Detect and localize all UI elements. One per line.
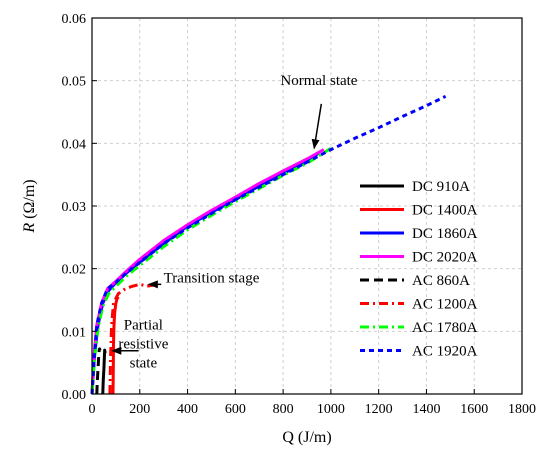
x-tick-label: 1600 — [460, 402, 488, 417]
y-tick-label: 0.01 — [62, 325, 87, 340]
series-line-ac-860a — [95, 347, 102, 395]
x-tick-label: 600 — [225, 402, 246, 417]
x-tick-label: 1800 — [508, 402, 536, 417]
y-tick-label: 0.03 — [62, 200, 87, 215]
annotation-arrow-normal — [311, 103, 323, 150]
annotations: Normal state Transition stage Partial resis… — [111, 73, 358, 371]
annotation-text-normal: Normal state — [280, 73, 357, 89]
x-tick-label: 800 — [273, 402, 294, 417]
series-line-dc-2020a — [90, 148, 325, 395]
annotation-text-partial: resistive — [118, 336, 168, 352]
series-line-ac-1920a — [90, 94, 447, 395]
x-tick-label: 200 — [129, 402, 150, 417]
x-axis-title: Q (J/m) — [282, 429, 331, 446]
legend: DC 910A DC 1400A DC 1860A DC 2020A AC 860A AC… — [360, 179, 478, 360]
y-axis-variable: R — [21, 223, 38, 234]
x-tick-label: 1000 — [317, 402, 345, 417]
y-axis-unit: (Ω/m) — [21, 179, 38, 222]
y-tick-label: 0.05 — [62, 75, 87, 90]
annotation-text-partial: state — [130, 355, 158, 371]
y-tick-label: 0.04 — [62, 137, 87, 152]
y-tick-label: 0.00 — [62, 388, 87, 403]
legend-label: DC 910A — [412, 179, 470, 195]
x-tick-label: 0 — [89, 402, 96, 417]
annotation-text-transition: Transition stage — [164, 270, 260, 286]
x-tick-label: 400 — [177, 402, 198, 417]
series-line-dc-910a — [101, 348, 107, 395]
legend-label: DC 1860A — [412, 226, 478, 242]
grid — [92, 18, 522, 394]
annotation-text-partial: Partial — [124, 317, 163, 333]
legend-label: DC 2020A — [412, 250, 478, 266]
y-tick-label: 0.02 — [62, 263, 87, 278]
x-tick-label: 1400 — [412, 402, 440, 417]
legend-label: AC 1780A — [412, 320, 478, 336]
legend-label: AC 860A — [412, 273, 470, 289]
series-line-ac-1780a — [90, 147, 332, 395]
legend-label: DC 1400A — [412, 203, 478, 219]
x-tick-label: 1200 — [365, 402, 393, 417]
y-axis-title: R (Ω/m) — [21, 179, 38, 233]
legend-label: AC 1920A — [412, 344, 478, 360]
y-tick-label: 0.06 — [62, 12, 87, 27]
legend-label: AC 1200A — [412, 297, 478, 313]
axis-ticks: 0 200 400 600 800 1000 1200 1400 1600 1800 0.00 0.0… — [62, 12, 537, 417]
